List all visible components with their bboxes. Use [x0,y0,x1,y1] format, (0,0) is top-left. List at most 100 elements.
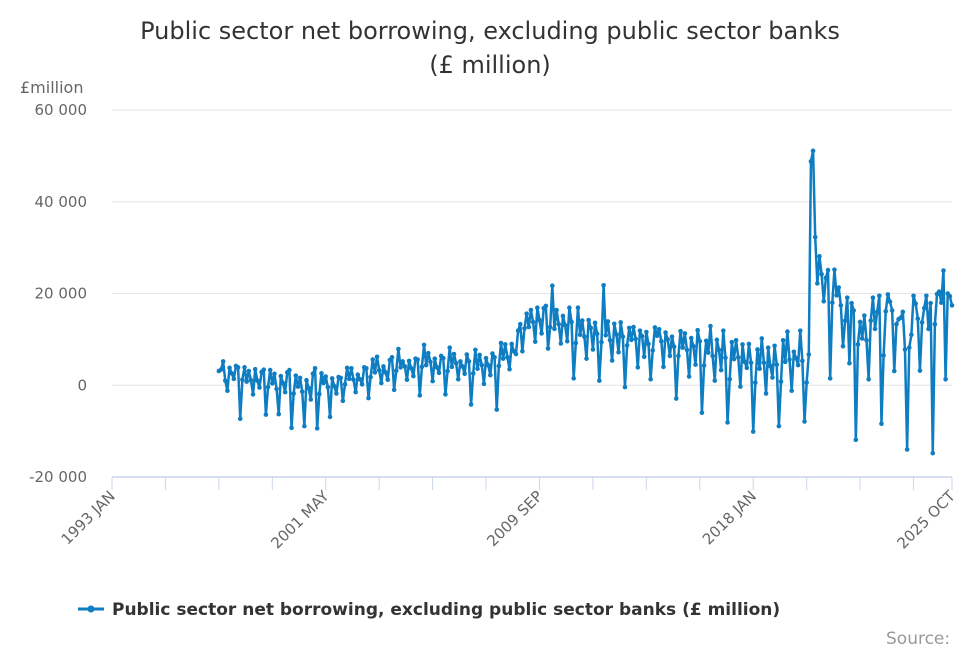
data-point[interactable] [389,354,395,360]
data-point[interactable] [693,362,698,367]
data-point[interactable] [470,371,476,376]
data-point[interactable] [740,342,745,347]
data-point[interactable] [488,372,493,378]
data-point[interactable] [742,359,747,365]
data-point[interactable] [806,352,812,357]
data-point[interactable] [220,359,226,364]
data-point[interactable] [857,319,863,325]
data-point[interactable] [699,410,705,416]
data-point[interactable] [597,378,602,383]
data-point[interactable] [338,375,344,381]
data-point[interactable] [870,295,876,300]
data-point[interactable] [355,372,361,377]
data-point[interactable] [293,373,299,378]
data-point[interactable] [639,333,645,339]
legend-item[interactable]: Public sector net borrowing, excluding p… [78,600,780,620]
data-point[interactable] [522,326,527,331]
data-point[interactable] [372,370,378,375]
data-point[interactable] [830,300,835,305]
data-point[interactable] [462,371,467,377]
data-point[interactable] [353,389,358,395]
data-point[interactable] [543,303,549,309]
data-point[interactable] [915,316,921,322]
data-point[interactable] [885,292,891,297]
data-point[interactable] [428,359,433,365]
data-point[interactable] [490,351,495,356]
data-point[interactable] [451,351,457,357]
data-point[interactable] [821,298,827,304]
data-point[interactable] [460,364,465,369]
data-point[interactable] [716,347,722,353]
data-point[interactable] [475,366,480,372]
data-point[interactable] [688,335,694,341]
data-point[interactable] [423,362,429,368]
data-point[interactable] [898,315,904,321]
data-point[interactable] [391,387,397,393]
data-point[interactable] [500,356,506,361]
data-point[interactable] [327,414,333,420]
data-point[interactable] [684,347,690,353]
data-point[interactable] [673,396,679,401]
data-point[interactable] [282,389,288,395]
data-point[interactable] [868,318,874,323]
data-point[interactable] [750,429,756,434]
data-point[interactable] [635,365,641,370]
data-point[interactable] [314,426,320,431]
data-point[interactable] [370,357,376,362]
data-point[interactable] [588,325,594,331]
data-point[interactable] [663,330,668,335]
data-point[interactable] [280,380,286,386]
data-point[interactable] [575,305,581,311]
data-point[interactable] [949,303,955,308]
data-point[interactable] [445,368,450,374]
data-point[interactable] [622,384,628,390]
data-point[interactable] [659,338,664,344]
data-point[interactable] [477,352,482,358]
data-point[interactable] [255,378,260,383]
data-point[interactable] [299,389,305,394]
data-point[interactable] [921,305,927,311]
data-point[interactable] [323,374,329,379]
data-point[interactable] [393,368,399,373]
data-point[interactable] [408,365,414,371]
data-point[interactable] [810,148,816,154]
data-point[interactable] [366,395,371,401]
data-point[interactable] [415,357,420,362]
data-point[interactable] [227,365,232,371]
data-point[interactable] [550,283,555,289]
data-point[interactable] [379,380,384,386]
data-point[interactable] [838,303,844,308]
data-point[interactable] [573,340,579,346]
data-point[interactable] [917,368,923,373]
data-point[interactable] [654,333,660,339]
data-point[interactable] [430,378,435,384]
data-point[interactable] [263,412,269,417]
data-point[interactable] [535,305,540,311]
data-point[interactable] [582,334,587,339]
data-point[interactable] [676,353,681,359]
data-point[interactable] [770,375,775,380]
data-point[interactable] [237,416,243,422]
data-point[interactable] [276,411,282,417]
data-point[interactable] [505,354,510,360]
data-point[interactable] [714,337,720,343]
data-point[interactable] [793,355,799,361]
data-point[interactable] [872,326,878,332]
data-point[interactable] [611,321,617,327]
data-point[interactable] [468,402,474,407]
data-point[interactable] [939,300,944,305]
data-point[interactable] [840,343,846,349]
data-point[interactable] [720,328,726,333]
data-point[interactable] [562,322,568,328]
data-point[interactable] [631,324,636,330]
data-point[interactable] [483,355,489,361]
data-point[interactable] [855,342,861,347]
data-point[interactable] [222,378,228,383]
data-point[interactable] [545,346,551,351]
data-point[interactable] [291,391,296,396]
data-point[interactable] [851,308,856,313]
data-point[interactable] [768,363,773,369]
data-point[interactable] [552,326,557,332]
data-point[interactable] [344,365,350,371]
data-point[interactable] [567,305,572,311]
